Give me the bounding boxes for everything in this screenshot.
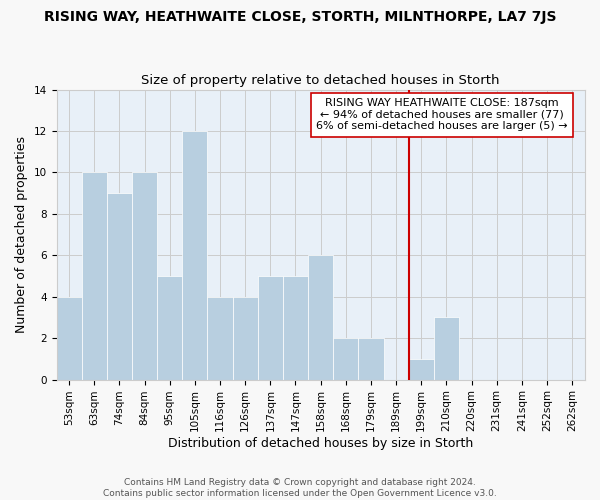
Bar xyxy=(434,318,459,380)
Bar xyxy=(358,338,383,380)
X-axis label: Distribution of detached houses by size in Storth: Distribution of detached houses by size … xyxy=(168,437,473,450)
Bar xyxy=(107,193,132,380)
Bar xyxy=(132,172,157,380)
Text: RISING WAY HEATHWAITE CLOSE: 187sqm
← 94% of detached houses are smaller (77)
6%: RISING WAY HEATHWAITE CLOSE: 187sqm ← 94… xyxy=(316,98,568,132)
Text: RISING WAY, HEATHWAITE CLOSE, STORTH, MILNTHORPE, LA7 7JS: RISING WAY, HEATHWAITE CLOSE, STORTH, MI… xyxy=(44,10,556,24)
Y-axis label: Number of detached properties: Number of detached properties xyxy=(15,136,28,333)
Bar xyxy=(56,296,82,380)
Bar xyxy=(233,296,258,380)
Bar xyxy=(333,338,358,380)
Text: Contains HM Land Registry data © Crown copyright and database right 2024.
Contai: Contains HM Land Registry data © Crown c… xyxy=(103,478,497,498)
Bar xyxy=(258,276,283,380)
Bar xyxy=(409,359,434,380)
Bar xyxy=(157,276,182,380)
Bar xyxy=(182,131,208,380)
Bar xyxy=(283,276,308,380)
Bar xyxy=(308,256,333,380)
Bar xyxy=(82,172,107,380)
Title: Size of property relative to detached houses in Storth: Size of property relative to detached ho… xyxy=(142,74,500,87)
Bar xyxy=(208,296,233,380)
